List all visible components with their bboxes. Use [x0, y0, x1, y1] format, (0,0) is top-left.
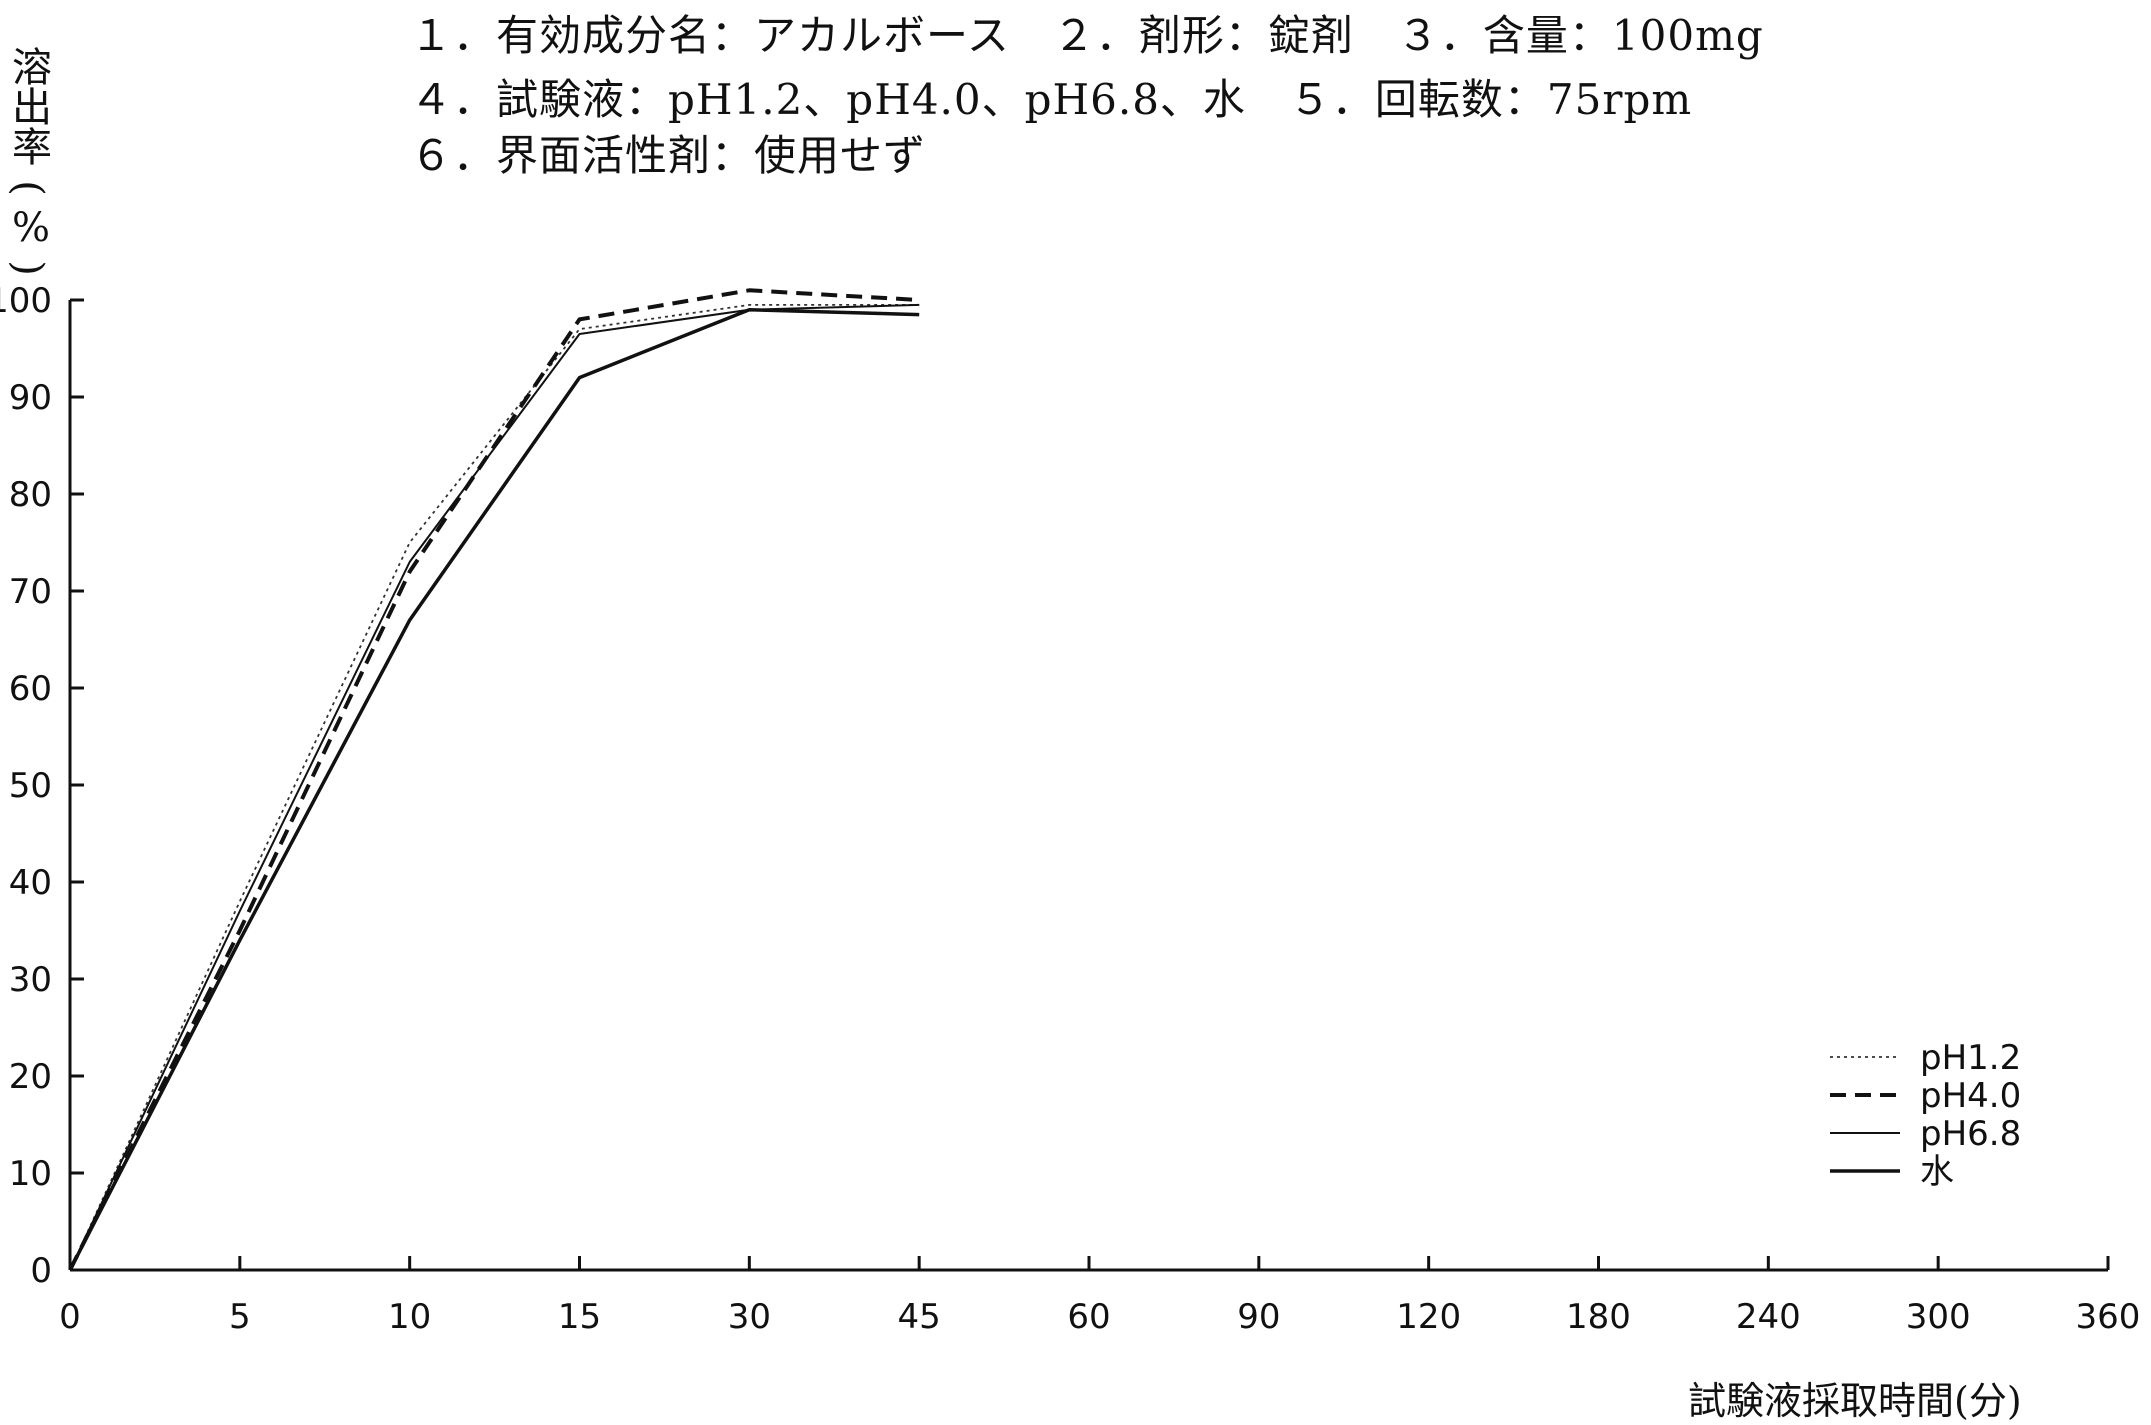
- series-line-0: [70, 305, 919, 1270]
- x-tick-label: 15: [558, 1297, 601, 1337]
- legend-label-2: pH6.8: [1920, 1114, 2021, 1154]
- x-tick-label: 10: [388, 1297, 431, 1337]
- chart-series: [70, 290, 919, 1270]
- y-tick-label: 40: [9, 863, 52, 903]
- legend-label-0: pH1.2: [1920, 1038, 2021, 1078]
- y-tick-label: 70: [9, 572, 52, 612]
- x-tick-label: 5: [229, 1297, 251, 1337]
- y-tick-label: 50: [9, 766, 52, 806]
- series-line-2: [70, 305, 919, 1270]
- y-tick-label: 10: [9, 1154, 52, 1194]
- x-tick-label: 45: [898, 1297, 941, 1337]
- y-tick-label: 20: [9, 1057, 52, 1097]
- x-tick-label: 0: [59, 1297, 81, 1337]
- x-tick-label: 180: [1566, 1297, 1631, 1337]
- x-tick-label: 240: [1736, 1297, 1801, 1337]
- y-tick-label: 0: [30, 1251, 52, 1291]
- y-tick-label: 60: [9, 669, 52, 709]
- y-tick-label: 80: [9, 475, 52, 515]
- y-tick-label: 100: [0, 281, 52, 321]
- x-tick-label: 120: [1396, 1297, 1461, 1337]
- x-tick-label: 300: [1906, 1297, 1971, 1337]
- x-tick-label: 60: [1067, 1297, 1110, 1337]
- x-tick-label: 360: [2076, 1297, 2141, 1337]
- x-tick-label: 30: [728, 1297, 771, 1337]
- legend-label-1: pH4.0: [1920, 1076, 2021, 1116]
- series-line-1: [70, 290, 919, 1270]
- legend-label-3: 水: [1920, 1152, 1954, 1192]
- y-tick-label: 30: [9, 960, 52, 1000]
- chart-axes: 0 10 20 30 40 50 60 70 80 90 100 0 5 10 15 30 45 60 90 120 1…: [0, 281, 2140, 1337]
- series-line-3: [70, 310, 919, 1270]
- y-tick-label: 90: [9, 378, 52, 418]
- x-tick-label: 90: [1237, 1297, 1280, 1337]
